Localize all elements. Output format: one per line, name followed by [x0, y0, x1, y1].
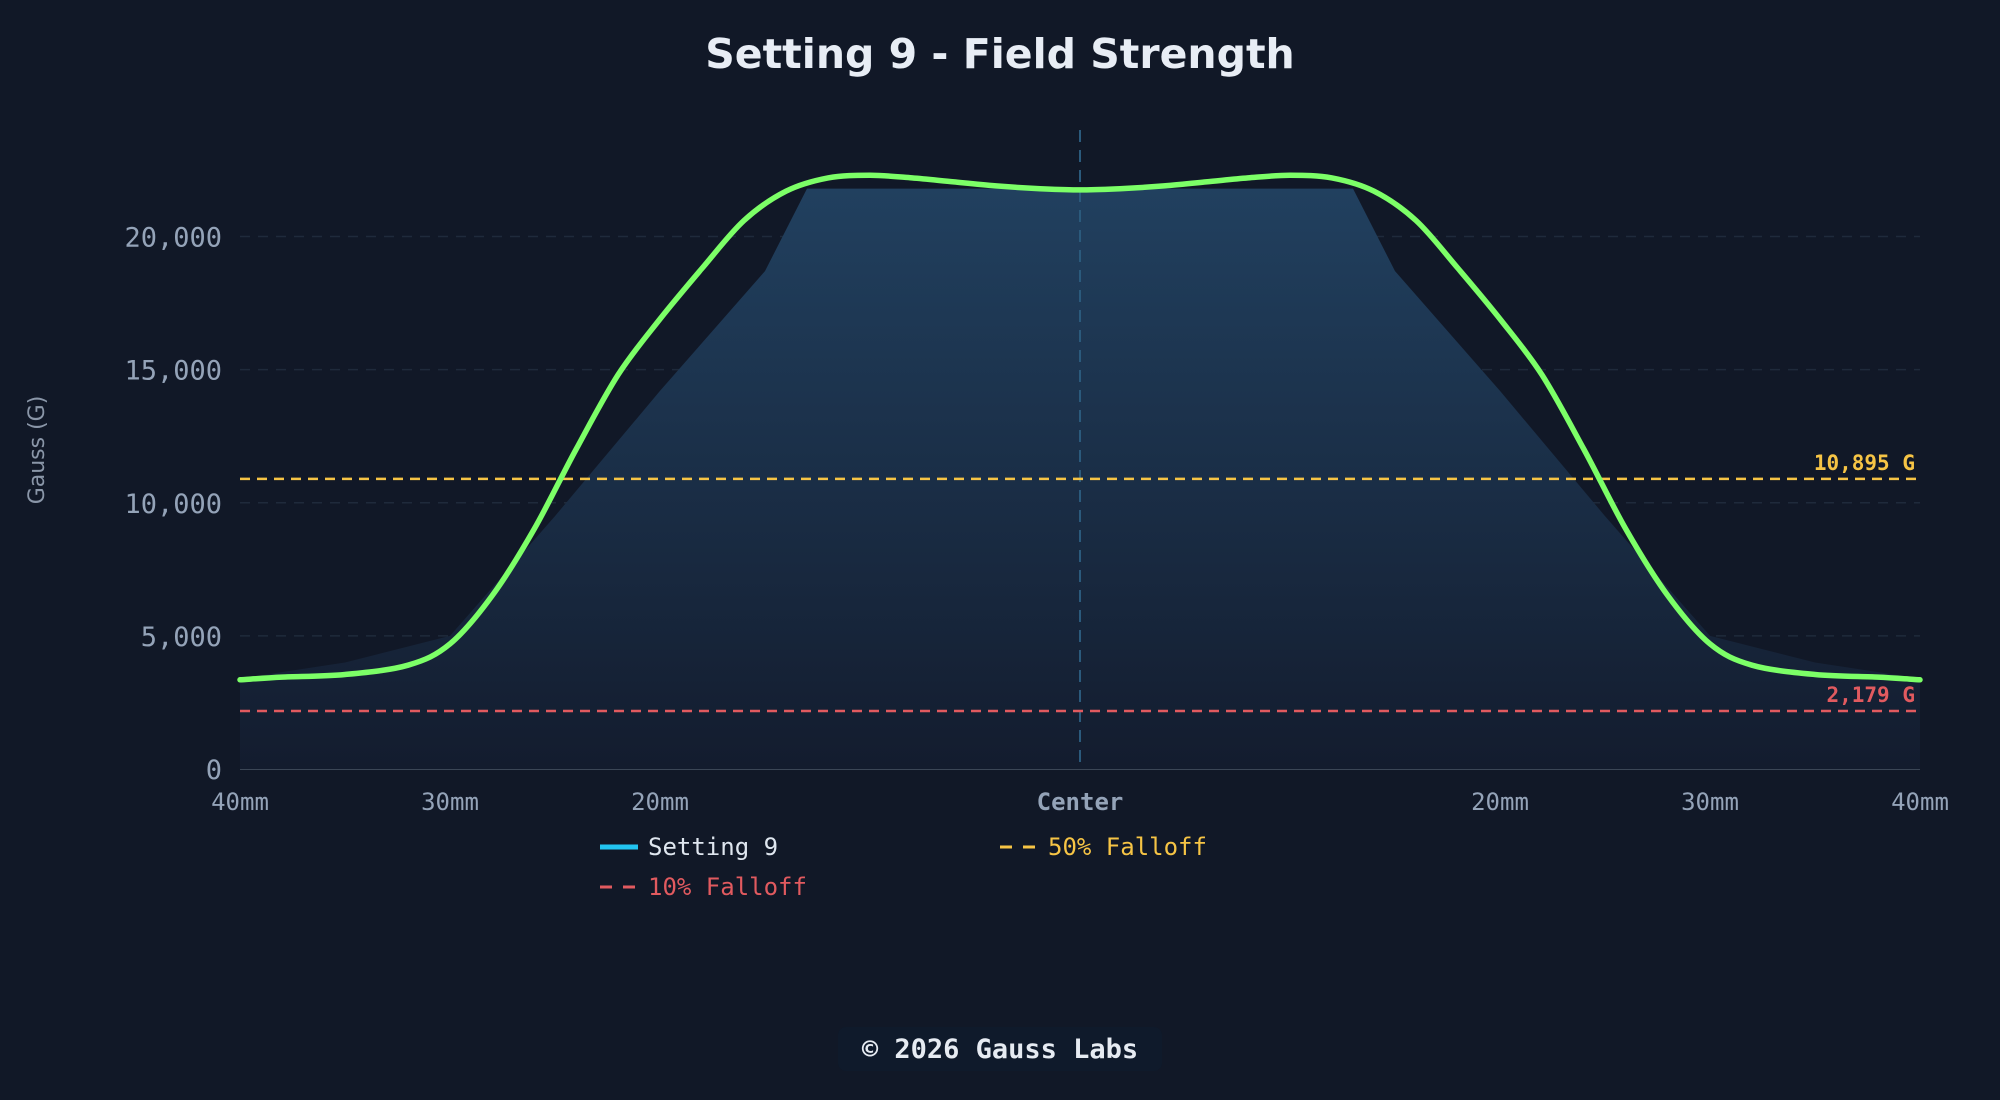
x-tick-label: 40mm — [211, 788, 269, 816]
x-tick-label: 30mm — [1681, 788, 1739, 816]
x-axis-ticks: 40mm 30mm 20mm Center 20mm 30mm 40mm — [211, 788, 1949, 816]
footer-text: © 2026 Gauss Labs — [861, 1033, 1139, 1065]
footer-badge: © 2026 Gauss Labs — [838, 1027, 1162, 1071]
series-line — [237, 172, 1923, 683]
y-tick-label: 15,000 — [124, 356, 222, 387]
legend-item: Setting 9 — [600, 833, 778, 861]
x-tick-label: 20mm — [631, 788, 689, 816]
y-tick-label: 20,000 — [124, 223, 222, 254]
legend-label: Setting 9 — [648, 833, 778, 861]
x-tick-label: 40mm — [1891, 788, 1949, 816]
legend-label: 10% Falloff — [648, 873, 807, 901]
y-axis-label: Gauss (G) — [25, 396, 50, 505]
reference-line-label: 2,179 G — [1826, 683, 1915, 707]
legend-item: 10% Falloff — [600, 873, 807, 901]
legend-item: 50% Falloff — [1000, 833, 1207, 861]
legend-label: 50% Falloff — [1048, 833, 1207, 861]
y-tick-label: 0 — [206, 755, 222, 786]
series-layer — [237, 172, 1923, 683]
reference-line-label: 10,895 G — [1814, 451, 1915, 475]
y-axis-ticks: 0 5,000 10,000 15,000 20,000 — [124, 223, 222, 787]
x-tick-label: Center — [1037, 788, 1124, 816]
x-tick-label: 20mm — [1471, 788, 1529, 816]
y-tick-label: 10,000 — [124, 489, 222, 520]
chart-title: Setting 9 - Field Strength — [705, 30, 1295, 78]
reference-lines: 10,895 G 2,179 G — [240, 451, 1920, 713]
x-tick-label: 30mm — [421, 788, 479, 816]
legend: Setting 9 50% Falloff 10% Falloff — [600, 833, 1207, 901]
y-tick-label: 5,000 — [141, 622, 222, 653]
